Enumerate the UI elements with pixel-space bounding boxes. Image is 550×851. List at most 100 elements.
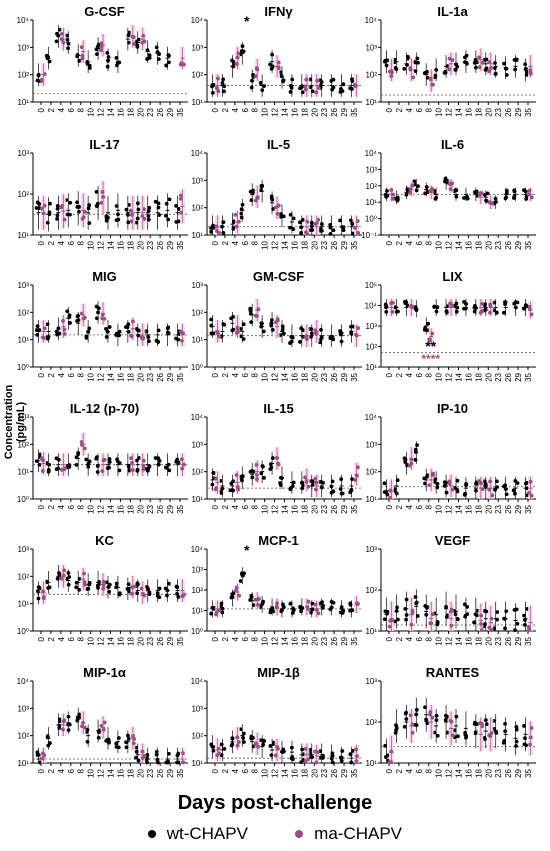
- wt-data-point: [239, 49, 244, 53]
- wt-data-point: [106, 737, 111, 742]
- wt-data-point: [433, 196, 438, 201]
- ma-data-point: [488, 479, 492, 484]
- wt-data-point: [405, 62, 409, 67]
- ma-data-point: [129, 219, 134, 224]
- wt-data-point: [154, 45, 159, 50]
- wt-data-point: [453, 67, 458, 72]
- panel-title: MIP-1β: [257, 665, 300, 680]
- x-tick-label: 0: [37, 768, 46, 773]
- wt-data-point: [514, 725, 519, 729]
- wt-data-point: [426, 321, 431, 326]
- wt-data-point: [395, 478, 400, 483]
- ma-data-point: [80, 217, 85, 221]
- wt-data-point: [321, 480, 325, 485]
- wt-data-point: [260, 88, 265, 93]
- wt-data-point: [278, 70, 283, 75]
- legend-label-ma: ma-CHAPV: [314, 823, 403, 843]
- wt-data-point: [66, 582, 71, 587]
- ma-data-point: [256, 744, 260, 749]
- ma-data-point: [487, 625, 492, 630]
- wt-data-point: [433, 74, 438, 79]
- ma-data-point: [316, 85, 321, 90]
- wt-data-point: [239, 334, 243, 339]
- ma-data-point: [102, 316, 107, 321]
- ma-data-point: [235, 735, 240, 740]
- wt-data-point: [338, 487, 343, 491]
- x-tick-label: 20: [136, 504, 145, 513]
- wt-data-point: [385, 753, 390, 758]
- ma-data-point: [316, 611, 321, 616]
- ma-data-point: [141, 464, 146, 469]
- wt-data-point: [96, 310, 101, 315]
- wt-data-point: [219, 742, 224, 747]
- wt-data-point: [483, 483, 488, 488]
- wt-data-point: [331, 600, 336, 605]
- wt-data-point: [394, 491, 399, 496]
- wt-data-point: [321, 753, 325, 758]
- ma-data-point: [356, 326, 361, 331]
- ma-data-point: [408, 190, 413, 195]
- x-tick-label: 10: [435, 107, 444, 116]
- wt-data-point: [240, 44, 245, 49]
- legend-marker-ma: [295, 829, 304, 838]
- wt-data-point: [513, 491, 517, 496]
- ma-data-point: [410, 183, 415, 188]
- x-tick-label: 18: [474, 240, 483, 249]
- wt-data-point: [328, 336, 333, 341]
- y-tick-label: 10⁴: [191, 545, 204, 554]
- ma-data-point: [59, 205, 64, 210]
- ma-data-point: [181, 751, 185, 756]
- x-tick-label: 16: [116, 107, 125, 116]
- wt-data-point: [504, 609, 509, 614]
- wt-data-point: [522, 613, 526, 618]
- x-tick-label: 10: [435, 372, 444, 381]
- x-tick-label: 10: [261, 636, 270, 645]
- ma-data-point: [217, 608, 221, 613]
- x-tick-label: 26: [330, 636, 339, 645]
- wt-data-point: [350, 79, 355, 84]
- x-tick-label: 18: [474, 768, 483, 777]
- x-tick-label: 12: [271, 768, 280, 777]
- wt-data-point: [393, 65, 398, 70]
- wt-data-point: [105, 50, 110, 55]
- x-tick-label: 26: [330, 240, 339, 249]
- ma-data-point: [527, 490, 531, 495]
- wt-data-point: [45, 220, 50, 225]
- wt-data-point: [147, 464, 152, 469]
- wt-data-point: [134, 755, 138, 760]
- wt-data-point: [495, 610, 500, 615]
- wt-data-point: [87, 63, 92, 68]
- wt-data-point: [522, 618, 527, 622]
- wt-data-point: [382, 481, 387, 486]
- ma-data-point: [79, 311, 84, 316]
- ma-data-point: [59, 576, 64, 581]
- wt-data-point: [524, 481, 529, 485]
- wt-data-point: [45, 734, 50, 739]
- wt-data-point: [229, 316, 234, 321]
- ma-data-point: [42, 72, 47, 77]
- wt-data-point: [144, 585, 149, 589]
- ma-data-point: [216, 746, 221, 751]
- x-tick-label: 18: [300, 107, 309, 116]
- x-tick-label: 26: [156, 107, 165, 116]
- wt-data-point: [105, 329, 110, 334]
- ma-data-point: [130, 591, 135, 596]
- wt-data-point: [47, 59, 52, 64]
- wt-data-point: [211, 90, 215, 95]
- y-tick-label: 10³: [191, 704, 203, 713]
- wt-data-point: [67, 313, 72, 318]
- ma-data-point: [313, 749, 317, 754]
- wt-data-point: [278, 475, 283, 480]
- wt-data-point: [281, 78, 286, 83]
- ma-data-point: [305, 337, 309, 341]
- wt-data-point: [331, 228, 336, 233]
- ma-data-point: [42, 326, 47, 331]
- wt-data-point: [514, 744, 518, 748]
- ma-data-point: [356, 230, 361, 235]
- x-tick-label: 14: [455, 768, 464, 777]
- wt-data-point: [95, 470, 100, 474]
- x-tick-label: 16: [464, 768, 473, 777]
- ma-data-point: [142, 207, 147, 211]
- wt-data-point: [57, 331, 62, 336]
- x-tick-label: 12: [97, 240, 106, 249]
